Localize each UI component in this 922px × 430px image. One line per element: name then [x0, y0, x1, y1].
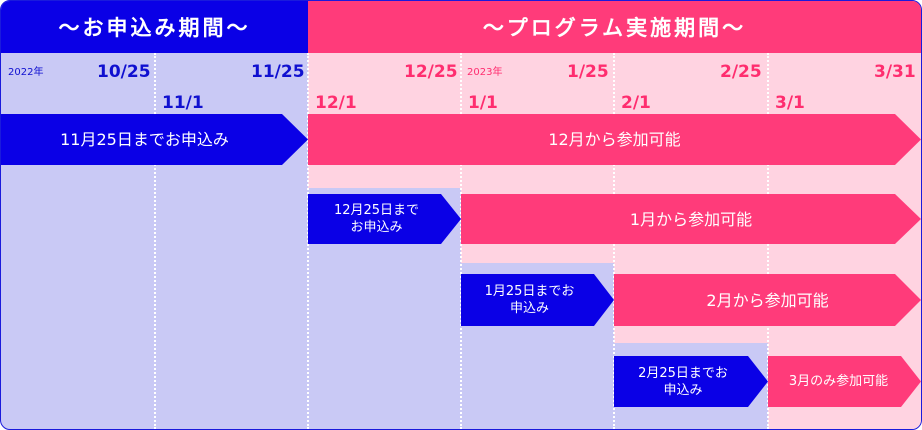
header-apply-period: ～お申込み期間～ [1, 1, 308, 53]
arrow-join-mar-only: 3月のみ参加可能 [768, 356, 921, 407]
date-label-12-25: 12/25 [404, 62, 458, 82]
arrow-apply-by-dec-25: 12月25日までお申込み [308, 194, 461, 244]
year-label-2023: 2023年 [467, 67, 503, 78]
arrow-apply-by-jan-25-label: 1月25日までお申込み [484, 284, 575, 316]
arrow-join-from-feb: 2月から参加可能 [614, 274, 921, 326]
header-program-period: ～プログラム実施期間～ [308, 1, 921, 53]
date-label-10-25: 10/25 [97, 62, 151, 82]
arrow-apply-by-feb-25: 2月25日までお申込み [614, 356, 768, 407]
date-label-3-1: 3/1 [775, 93, 805, 113]
arrow-apply-by-nov-25: 11月25日までお申込み [1, 114, 308, 165]
arrow-join-from-jan: 1月から参加可能 [461, 194, 921, 244]
date-label-3-31: 3/31 [874, 62, 916, 82]
arrow-join-from-jan-label: 1月から参加可能 [629, 209, 753, 229]
arrow-apply-by-dec-25-label: 12月25日までお申込み [333, 203, 420, 235]
arrow-join-from-feb-label: 2月から参加可能 [706, 290, 829, 310]
date-label-2-25: 2/25 [720, 62, 762, 82]
gridline-nov [154, 53, 156, 429]
date-label-2-1: 2/1 [621, 93, 651, 113]
date-label-11-1: 11/1 [162, 93, 204, 113]
arrow-join-mar-only-label: 3月のみ参加可能 [788, 374, 889, 389]
date-label-1-25: 1/25 [567, 62, 609, 82]
date-label-1-1: 1/1 [468, 93, 498, 113]
date-label-12-1: 12/1 [315, 93, 357, 113]
arrow-apply-by-nov-25-label: 11月25日までお申込み [60, 130, 229, 149]
arrow-apply-by-feb-25-label: 2月25日までお申込み [638, 365, 728, 398]
arrow-join-from-dec-label: 12月から参加可能 [548, 130, 681, 149]
arrow-join-from-dec: 12月から参加可能 [308, 114, 921, 165]
arrow-apply-by-jan-25: 1月25日までお申込み [461, 274, 614, 326]
year-label-2022: 2022年 [8, 67, 44, 78]
date-label-11-25: 11/25 [251, 62, 305, 82]
